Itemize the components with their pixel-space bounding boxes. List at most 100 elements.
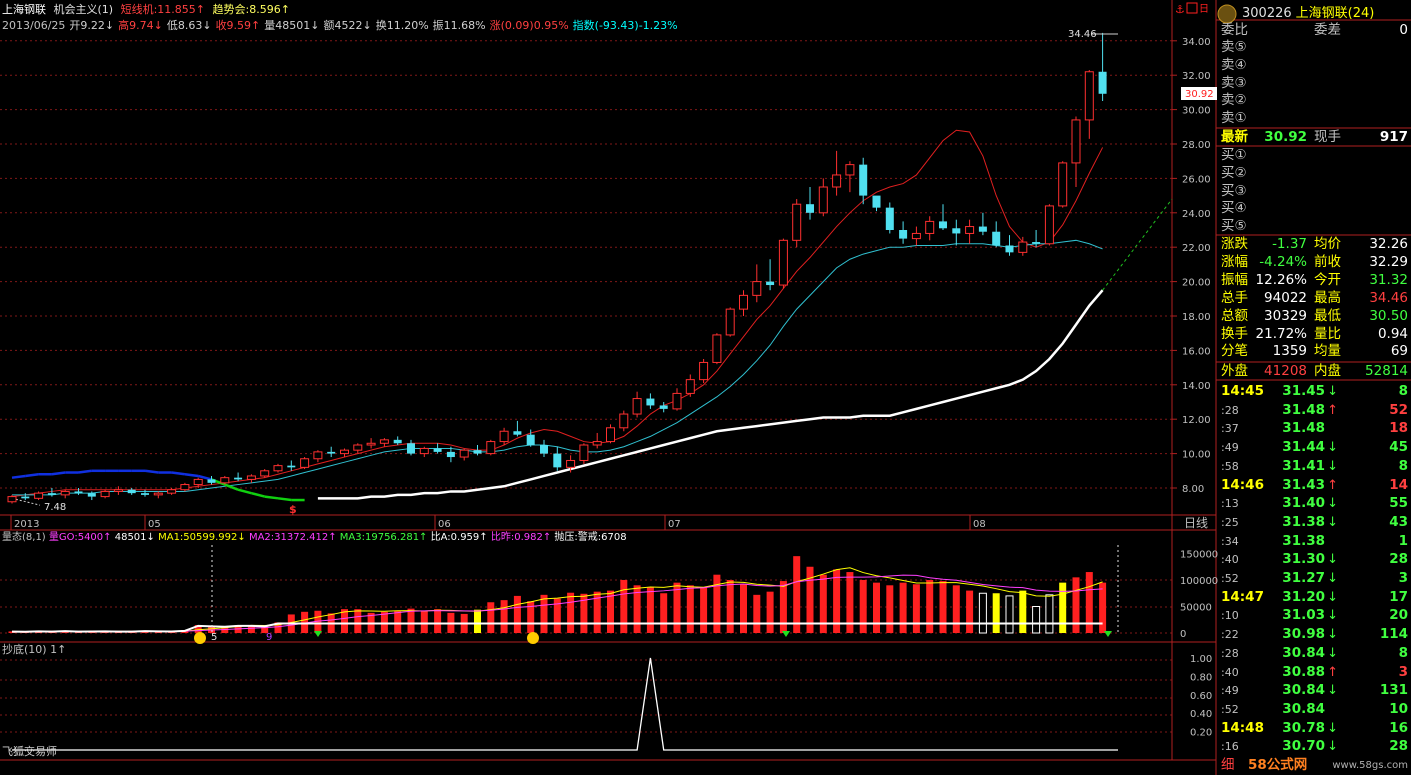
candle-body[interactable] xyxy=(433,448,442,452)
volume-bar[interactable] xyxy=(766,591,774,633)
sell-row[interactable]: 卖④ xyxy=(1218,57,1411,74)
candle-body[interactable] xyxy=(619,413,629,429)
tick-row[interactable]: :25 31.38 ↓ 43 xyxy=(1218,514,1411,531)
volume-bar[interactable] xyxy=(620,580,628,633)
candle-body[interactable] xyxy=(1018,241,1028,253)
candle-body[interactable] xyxy=(60,490,70,496)
candle-body[interactable] xyxy=(473,450,482,454)
stock-code-header[interactable]: 300226 上海钢联(24) xyxy=(1242,2,1374,21)
volume-bar[interactable] xyxy=(434,609,442,633)
candle-body[interactable] xyxy=(1005,245,1014,253)
volume-bar[interactable] xyxy=(713,574,721,633)
tick-row[interactable]: :28 30.84 ↓ 8 xyxy=(1218,645,1411,662)
sell-row[interactable]: 卖⑤ xyxy=(1218,39,1411,56)
candle-body[interactable] xyxy=(965,226,975,234)
candle-body[interactable] xyxy=(327,451,336,454)
candle-body[interactable] xyxy=(792,203,802,241)
buy-row[interactable]: 买① xyxy=(1218,147,1411,164)
volume-bar[interactable] xyxy=(1072,577,1080,633)
candle-body[interactable] xyxy=(340,449,349,455)
candle-body[interactable] xyxy=(739,294,748,310)
volume-bar[interactable] xyxy=(1005,595,1014,634)
tick-row[interactable]: :34 31.38 1 xyxy=(1218,533,1411,550)
volume-bar[interactable] xyxy=(420,610,428,633)
candle-body[interactable] xyxy=(393,439,402,444)
volume-bar[interactable] xyxy=(527,601,535,633)
candle-body[interactable] xyxy=(872,195,881,208)
candle-body[interactable] xyxy=(273,465,283,472)
candle-body[interactable] xyxy=(127,489,136,494)
volume-bars[interactable]: 150000 100000 50000 0 xyxy=(8,545,1219,644)
candle-body[interactable] xyxy=(287,465,296,468)
volume-bar[interactable] xyxy=(1099,582,1107,633)
volume-bar[interactable] xyxy=(500,600,508,633)
candle-body[interactable] xyxy=(752,281,762,296)
tick-row[interactable]: 14:45 31.45 ↓ 8 xyxy=(1218,383,1411,400)
volume-bar[interactable] xyxy=(1045,594,1054,634)
volume-bar[interactable] xyxy=(992,593,1000,633)
volume-bar[interactable] xyxy=(607,590,614,633)
volume-bar[interactable] xyxy=(208,625,215,633)
candle-body[interactable] xyxy=(699,361,709,381)
volume-bar[interactable] xyxy=(1019,590,1027,633)
candle-body[interactable] xyxy=(766,281,775,286)
volume-bar[interactable] xyxy=(779,581,787,633)
volume-bar[interactable] xyxy=(394,610,402,633)
candle-body[interactable] xyxy=(47,493,56,495)
tick-row[interactable]: :40 30.88 ↑ 3 xyxy=(1218,664,1411,681)
volume-bar[interactable] xyxy=(567,592,575,633)
candle-body[interactable] xyxy=(1032,242,1041,244)
candle-body[interactable] xyxy=(353,444,363,451)
sell-row[interactable]: 卖② xyxy=(1218,92,1411,109)
candle-body[interactable] xyxy=(1044,205,1054,245)
candle-body[interactable] xyxy=(566,459,576,468)
candle-body[interactable] xyxy=(407,443,415,454)
sell-row[interactable]: 卖③ xyxy=(1218,75,1411,92)
candle-body[interactable] xyxy=(419,447,429,455)
volume-bar[interactable] xyxy=(873,582,880,633)
volume-bar[interactable] xyxy=(740,584,747,633)
candle-body[interactable] xyxy=(513,431,522,435)
tick-row[interactable]: 14:47 31.20 ↓ 17 xyxy=(1218,589,1411,606)
tick-row[interactable]: :28 31.48 ↑ 52 xyxy=(1218,402,1411,419)
candle-body[interactable] xyxy=(540,445,548,454)
candle-body[interactable] xyxy=(207,479,216,483)
candle-body[interactable] xyxy=(818,186,828,214)
candle-body[interactable] xyxy=(859,164,868,196)
tick-row[interactable]: 14:48 30.78 ↓ 16 xyxy=(1218,720,1411,737)
candle-body[interactable] xyxy=(526,434,535,445)
tick-row[interactable]: :13 31.40 ↓ 55 xyxy=(1218,495,1411,512)
volume-bar[interactable] xyxy=(513,595,521,633)
volume-bar[interactable] xyxy=(301,611,309,633)
tick-row[interactable]: :37 31.48 18 xyxy=(1218,420,1411,437)
candle-body[interactable] xyxy=(632,398,642,415)
candle-body[interactable] xyxy=(141,493,149,495)
window-icon[interactable] xyxy=(1186,2,1198,14)
candle-body[interactable] xyxy=(260,470,270,477)
volume-bar[interactable] xyxy=(660,593,668,633)
tick-row[interactable]: :16 30.70 ↓ 28 xyxy=(1218,738,1411,755)
candle-body[interactable] xyxy=(100,490,110,498)
volume-bar[interactable] xyxy=(899,582,907,633)
candle-body[interactable] xyxy=(499,430,509,443)
buy-row[interactable]: 买② xyxy=(1218,165,1411,182)
candle-body[interactable] xyxy=(34,492,44,499)
volume-bar[interactable] xyxy=(274,622,282,633)
sun-label-icon[interactable]: 日 xyxy=(1199,4,1209,15)
volume-bar[interactable] xyxy=(886,585,894,633)
candle-body[interactable] xyxy=(153,492,163,496)
candle-body[interactable] xyxy=(659,405,668,409)
volume-bar[interactable] xyxy=(939,581,947,633)
candle-body[interactable] xyxy=(845,164,855,176)
candle-body[interactable] xyxy=(459,449,469,458)
volume-bar[interactable] xyxy=(978,592,987,634)
candle-body[interactable] xyxy=(646,398,655,406)
volume-bar[interactable] xyxy=(314,610,322,633)
volume-bar[interactable] xyxy=(753,594,761,633)
period-label[interactable]: 日线 xyxy=(1184,516,1208,530)
volume-bar[interactable] xyxy=(1059,582,1067,633)
candle-body[interactable] xyxy=(899,230,908,239)
tick-row[interactable]: :58 31.41 ↓ 8 xyxy=(1218,458,1411,475)
volume-bar[interactable] xyxy=(407,608,415,633)
